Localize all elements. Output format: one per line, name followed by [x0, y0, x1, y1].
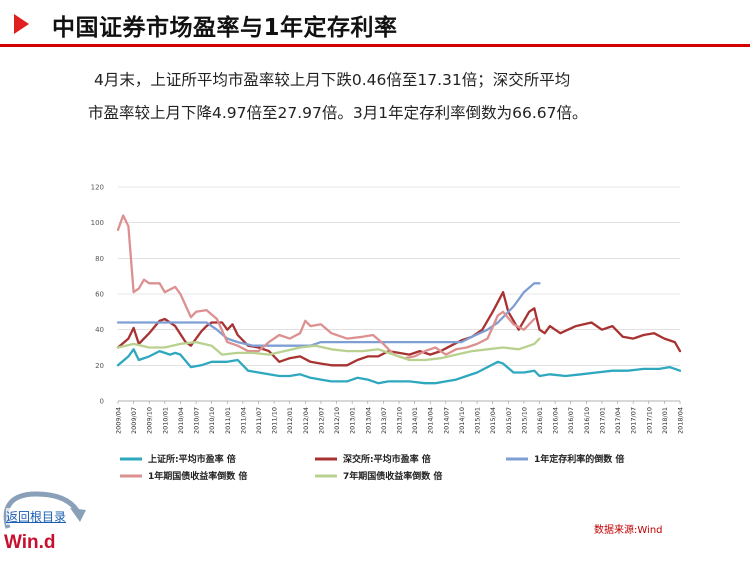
x-tick-label: 2016/10 — [583, 407, 591, 434]
x-tick-label: 2016/04 — [552, 407, 560, 434]
summary-text: 4月末，上证所平均市盈率较上月下跌0.46倍至17.31倍；深交所平均 市盈率较… — [88, 64, 708, 130]
x-tick-label: 2012/04 — [302, 407, 310, 434]
data-source-note: 数据来源:Wind — [594, 525, 663, 536]
x-tick-label: 2014/10 — [458, 407, 466, 434]
x-tick-label: 2010/07 — [193, 407, 201, 434]
series-line-2 — [116, 291, 682, 367]
legend-label-5: 7年期国债收益率倒数 倍 — [343, 470, 442, 482]
x-tick-label: 2009/10 — [146, 407, 154, 434]
x-tick-label: 2015/04 — [489, 407, 497, 434]
x-tick-label: 2010/10 — [208, 407, 216, 434]
x-tick-label: 2010/04 — [177, 407, 185, 434]
series-line-3 — [116, 282, 541, 347]
page-title: 中国证券市场盈率与1年定存利率 — [52, 15, 398, 41]
back-to-root-button[interactable]: 返回根目录 Win.d — [0, 488, 90, 558]
x-tick-label: 2014/07 — [442, 407, 450, 434]
legend-label-4: 1年期国债收益率倒数 倍 — [148, 470, 247, 482]
x-tick-label: 2013/01 — [349, 407, 357, 434]
y-tick-label: 80 — [95, 255, 104, 263]
x-tick-label: 2011/10 — [271, 407, 279, 434]
x-tick-label: 2017/04 — [614, 407, 622, 434]
wind-logo: Win.d — [4, 532, 56, 553]
x-tick-label: 2013/07 — [380, 407, 388, 434]
summary-line-1: 4月末，上证所平均市盈率较上月下跌0.46倍至17.31倍；深交所平均 — [94, 71, 571, 89]
x-tick-label: 2017/01 — [598, 407, 606, 434]
x-tick-label: 2016/07 — [567, 407, 575, 434]
x-tick-label: 2017/10 — [645, 407, 653, 434]
legend-label-3: 1年定存利率的倒数 倍 — [534, 453, 624, 465]
x-tick-label: 2015/07 — [505, 407, 513, 434]
y-tick-label: 20 — [95, 362, 104, 370]
y-tick-label: 0 — [100, 398, 104, 406]
y-tick-label: 60 — [95, 291, 104, 299]
legend-label-1: 上证所:平均市盈率 倍 — [148, 453, 236, 465]
x-tick-label: 2010/01 — [161, 407, 169, 434]
series-line-5 — [116, 337, 541, 362]
x-tick-label: 2018/04 — [677, 407, 685, 434]
series-line-4 — [116, 214, 536, 360]
x-tick-label: 2009/07 — [130, 407, 138, 434]
x-tick-label: 2013/04 — [364, 407, 372, 434]
x-tick-label: 2015/10 — [520, 407, 528, 434]
x-tick-label: 2013/10 — [396, 407, 404, 434]
x-tick-label: 2015/01 — [474, 407, 482, 434]
x-tick-label: 2011/01 — [224, 407, 232, 434]
y-tick-label: 40 — [95, 326, 104, 334]
y-tick-label: 100 — [91, 219, 104, 227]
x-tick-label: 2009/04 — [115, 407, 123, 434]
summary-line-2: 市盈率较上月下降4.97倍至27.97倍。3月1年定存利率倒数为66.67倍。 — [88, 104, 588, 122]
x-tick-label: 2014/04 — [427, 407, 435, 434]
x-tick-label: 2011/07 — [255, 407, 263, 434]
x-tick-label: 2014/01 — [411, 407, 419, 434]
title-divider — [0, 44, 750, 47]
legend-label-2: 深交所:平均市盈率 倍 — [343, 453, 431, 465]
x-tick-label: 2018/01 — [661, 407, 669, 434]
x-tick-label: 2012/10 — [333, 407, 341, 434]
x-tick-label: 2017/07 — [630, 407, 638, 434]
back-to-root-label[interactable]: 返回根目录 — [6, 508, 67, 525]
x-tick-label: 2012/07 — [317, 407, 325, 434]
y-tick-label: 120 — [91, 184, 104, 192]
x-tick-label: 2011/04 — [239, 407, 247, 434]
series-line-1 — [116, 348, 682, 385]
title-arrow-icon — [14, 14, 29, 34]
x-tick-label: 2012/01 — [286, 407, 294, 434]
x-tick-label: 2016/01 — [536, 407, 544, 434]
